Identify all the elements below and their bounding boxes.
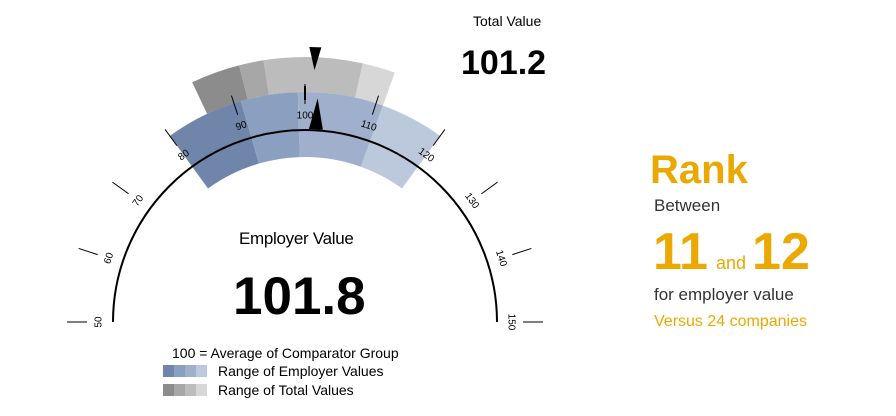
gauge-pointers xyxy=(308,46,323,130)
legend-average-note: 100 = Average of Comparator Group xyxy=(172,345,399,361)
total-band-1 xyxy=(239,60,270,100)
total-range-bands xyxy=(192,56,395,114)
employer-band-3 xyxy=(360,105,441,189)
tick-90 xyxy=(230,95,239,115)
total-value: 101.2 xyxy=(461,44,547,82)
employer-pointer xyxy=(308,98,323,130)
tick-80 xyxy=(164,129,178,146)
tick-110 xyxy=(371,95,380,115)
total-pointer xyxy=(309,46,322,71)
total-swatch-3 xyxy=(196,384,207,396)
tick-label-50: 50 xyxy=(94,316,105,328)
employer-value-label: Employer Value xyxy=(239,229,354,248)
tick-120 xyxy=(432,129,446,146)
tick-label-110: 110 xyxy=(359,119,378,135)
employer-band-0 xyxy=(169,101,259,189)
total-swatches xyxy=(163,384,207,396)
tick-label-100: 100 xyxy=(297,111,314,122)
rank-numbers: 11 and 12 xyxy=(653,222,810,282)
legend-employer-range: Range of Employer Values xyxy=(163,363,384,379)
tick-70 xyxy=(112,181,129,195)
tick-label-130: 130 xyxy=(462,191,481,211)
employer-swatches xyxy=(163,365,207,377)
employer-swatch-0 xyxy=(163,365,174,377)
total-swatch-1 xyxy=(174,384,185,396)
rank-between-text: Between xyxy=(654,196,721,215)
legend-employer-label: Range of Employer Values xyxy=(218,363,384,379)
employer-swatch-2 xyxy=(185,365,196,377)
tick-60 xyxy=(78,247,98,256)
rank-versus-text: Versus 24 companies xyxy=(654,313,807,330)
rank-and: and xyxy=(715,253,747,273)
tick-label-140: 140 xyxy=(493,249,509,269)
employer-value: 101.8 xyxy=(233,267,366,326)
tick-140 xyxy=(512,247,532,256)
rank-title: Rank xyxy=(650,148,748,192)
total-band-2 xyxy=(263,56,363,98)
total-band-3 xyxy=(355,63,395,106)
tick-label-60: 60 xyxy=(102,251,116,265)
rank-for-text: for employer value xyxy=(654,285,794,304)
total-value-label: Total Value xyxy=(473,13,542,29)
rank-to: 12 xyxy=(752,223,810,281)
legend-total-label: Range of Total Values xyxy=(218,382,354,398)
tick-label-150: 150 xyxy=(505,314,516,331)
employer-band-1 xyxy=(240,92,300,164)
total-swatch-0 xyxy=(163,384,174,396)
rank-from: 11 xyxy=(653,223,708,281)
tick-label-90: 90 xyxy=(234,119,248,133)
tick-label-70: 70 xyxy=(131,193,147,209)
tick-130 xyxy=(481,181,498,195)
employer-swatch-3 xyxy=(196,365,207,377)
gauge-arc xyxy=(112,129,498,323)
total-swatch-2 xyxy=(185,384,196,396)
legend-total-range: Range of Total Values xyxy=(163,382,354,398)
employer-swatch-1 xyxy=(174,365,185,377)
